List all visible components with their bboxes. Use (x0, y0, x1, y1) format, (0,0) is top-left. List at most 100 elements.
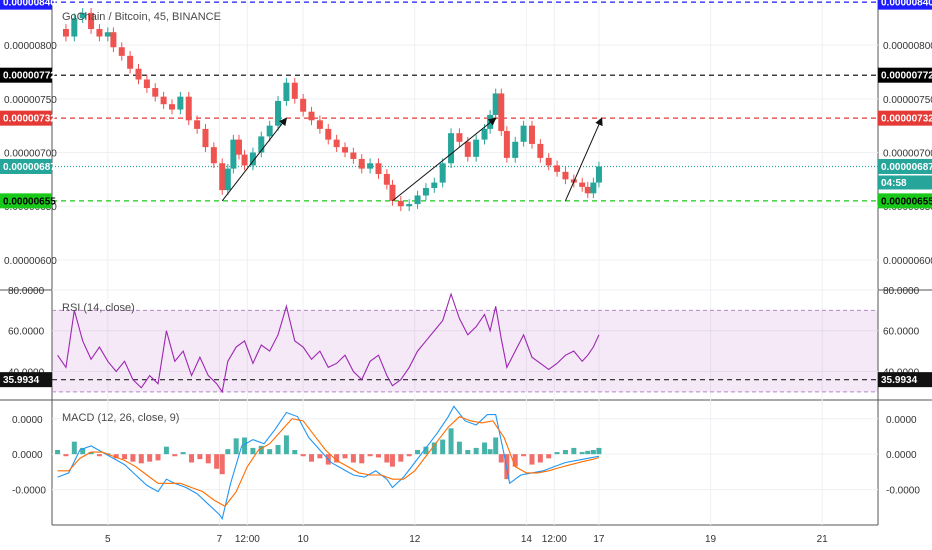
candle-body (104, 32, 111, 37)
macd-histogram-bar (482, 442, 488, 455)
price-level-tag-left-box (0, 110, 52, 126)
macd-histogram-bar (258, 445, 264, 455)
time-tick-label: 12:00 (542, 534, 567, 545)
price-tick-label-right: 0.00000700 (883, 149, 932, 160)
macd-histogram-bar (512, 454, 518, 467)
trend-arrow[interactable] (392, 117, 497, 202)
candle-body (439, 163, 446, 183)
rsi-tick-label-right: 60.0000 (883, 327, 920, 338)
rsi-series-group (57, 292, 600, 394)
macd-histogram-bar (55, 450, 61, 455)
price-level-tag-right-box (878, 193, 932, 209)
macd-histogram-bar (275, 445, 281, 455)
macd-histogram-bar (350, 454, 356, 463)
macd-histogram-bar (375, 454, 381, 458)
macd-histogram-bar (554, 452, 560, 455)
candle-body (283, 82, 290, 101)
candle-body (258, 136, 265, 153)
macd-histogram-bar (487, 449, 493, 455)
candle-body (300, 98, 307, 112)
candle-body (464, 141, 471, 157)
candle-body (528, 125, 535, 144)
candle-body (224, 168, 231, 191)
candle-body (241, 154, 248, 166)
macd-tick-label-right: -0.0000 (886, 486, 920, 497)
rsi-current-tag-left: 35.9934 (3, 375, 40, 386)
macd-histogram-bar (309, 454, 315, 462)
macd-signal-line (57, 416, 600, 507)
rsi-line (57, 292, 600, 394)
candle-body (160, 96, 167, 105)
macd-histogram-bar (205, 454, 211, 464)
macd-histogram-bar (546, 454, 552, 459)
price-tags: 0.00000840 0.00000840 0.00000772 0.00000772… (0, 0, 932, 388)
macd-histogram-bar (189, 454, 195, 463)
rsi-band-fill (52, 310, 878, 392)
price-tick-label-right: 0.00000600 (883, 256, 932, 267)
macd-line (57, 405, 600, 521)
macd-histogram-bar (529, 454, 535, 465)
candle-body (235, 139, 242, 155)
macd-histogram-bar (493, 437, 499, 455)
macd-histogram-bar (465, 450, 471, 455)
candle-body (512, 141, 519, 158)
candle-body (389, 184, 396, 201)
trend-arrow[interactable] (565, 117, 603, 202)
price-pane-title: GoChain / Bitcoin, 45, BINANCE (62, 11, 221, 23)
macd-histogram-bar (389, 454, 395, 467)
macd-histogram-bar (359, 454, 365, 464)
time-tick-label: 12:00 (235, 534, 260, 545)
candle-body (473, 139, 480, 157)
macd-histogram-bar (342, 454, 348, 459)
candle-body (127, 55, 134, 69)
macd-histogram-bar (571, 447, 577, 455)
macd-histogram-bar (498, 454, 504, 463)
price-level-tag-left: 0.00000772 (3, 71, 56, 82)
candle-body (537, 143, 544, 158)
candle-body (579, 182, 586, 187)
macd-histogram-bar (267, 449, 273, 455)
price-level-tag-right: 0.00000655 (881, 196, 932, 207)
price-tick-label-left: 0.00000600 (4, 256, 57, 267)
price-level-tag-right-box (878, 67, 932, 83)
macd-histogram-bar (317, 454, 323, 459)
price-tick-label-right: 0.00000800 (883, 41, 932, 52)
macd-histogram-bar (219, 454, 225, 475)
candle-body (308, 111, 315, 121)
price-level-tag-right: 0.00000840 (881, 0, 932, 9)
macd-histogram-bar (214, 454, 220, 469)
price-level-tag-left: 0.00000687 (3, 162, 56, 173)
macd-histogram-bar (456, 441, 462, 455)
candle-body (422, 187, 429, 196)
macd-histogram-bar (406, 454, 412, 457)
candle-body (375, 163, 382, 174)
macd-histogram-bar (473, 447, 479, 455)
macd-histogram-bar (415, 450, 421, 455)
rsi-current-tag-right-box (878, 372, 932, 388)
candle-body (498, 93, 505, 132)
candle-body (230, 139, 237, 169)
macd-histogram-bar (155, 454, 161, 461)
macd-histogram-bar (130, 454, 136, 462)
macd-pane-title: MACD (12, 26, close, 9) (62, 412, 179, 424)
trend-arrow[interactable] (221, 117, 288, 202)
candle-body (595, 166, 602, 183)
rsi-pane-title: RSI (14, close) (62, 302, 135, 314)
candle-body (88, 12, 95, 29)
candle-body (316, 120, 323, 129)
macd-histogram-bar (242, 437, 248, 455)
time-tick-label: 12 (409, 534, 421, 545)
macd-histogram-bar (440, 439, 446, 455)
candle-body (266, 125, 273, 137)
price-level-tag-right: 0.00000732 (881, 114, 932, 125)
price-tick-label-left: 0.00000700 (4, 149, 57, 160)
rsi-tick-label-left: 60.0000 (8, 327, 45, 338)
candle-body (325, 128, 332, 140)
candle-body (177, 96, 184, 110)
candle-body (275, 100, 282, 126)
rsi-tick-label-left: 80.0000 (8, 286, 45, 297)
macd-histogram-bar (562, 450, 568, 455)
candle-body (431, 182, 438, 188)
price-level-tag-right: 0.00000687 (881, 162, 932, 173)
